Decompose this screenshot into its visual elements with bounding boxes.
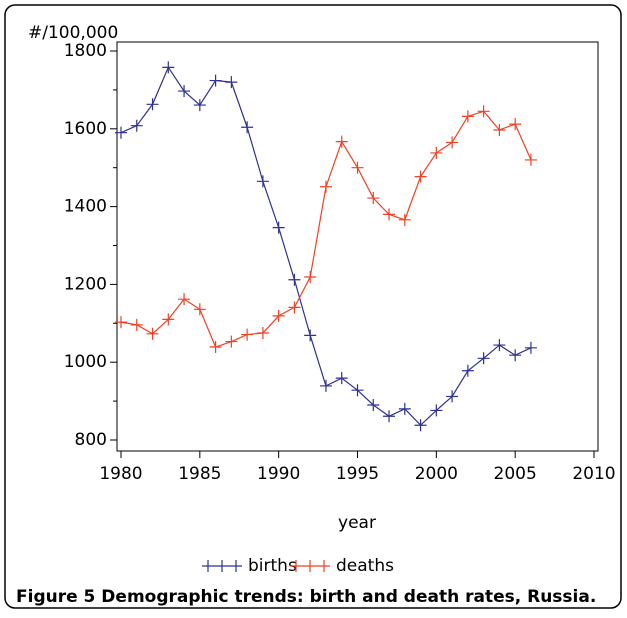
- marker: [146, 98, 159, 111]
- marker: [162, 61, 175, 74]
- marker: [272, 309, 285, 322]
- figure-border: [4, 4, 622, 609]
- marker: [414, 170, 427, 183]
- marker: [241, 328, 254, 341]
- x-tick-label: 2010: [572, 464, 615, 484]
- marker: [319, 180, 332, 193]
- x-tick-label: 2000: [415, 464, 458, 484]
- series-line: [120, 66, 532, 427]
- legend-symbol: [202, 560, 242, 572]
- marker: [351, 384, 364, 397]
- x-tick-label: 2005: [494, 464, 537, 484]
- marker: [493, 339, 506, 352]
- marker: [115, 316, 127, 329]
- y-axis-label: #/100,000: [28, 23, 118, 43]
- marker: [256, 327, 269, 340]
- marker: [524, 153, 537, 166]
- marker: [383, 410, 396, 423]
- marker: [146, 327, 159, 340]
- marker: [193, 99, 206, 112]
- marker: [225, 335, 238, 348]
- caption-text: Demographic trends: birth and death rate…: [101, 587, 596, 607]
- marker: [383, 208, 396, 221]
- marker: [430, 146, 443, 159]
- marker: [335, 135, 348, 148]
- marker: [477, 105, 490, 118]
- legend-label: deaths: [336, 556, 394, 576]
- marker: [351, 161, 364, 174]
- marker: [209, 341, 222, 354]
- marker: [509, 118, 522, 131]
- marker: [446, 136, 459, 149]
- marker: [319, 379, 332, 392]
- marker: [178, 293, 191, 306]
- marker: [414, 419, 427, 432]
- series-line: [120, 110, 532, 348]
- marker: [524, 341, 537, 354]
- y-tick-label: 1000: [64, 352, 107, 372]
- y-tick-label: 1800: [64, 41, 107, 61]
- marker: [430, 404, 443, 417]
- marker: [446, 390, 459, 403]
- marker: [304, 271, 317, 284]
- marker: [115, 126, 127, 139]
- marker: [288, 273, 301, 286]
- marker: [398, 402, 411, 415]
- marker: [241, 121, 254, 134]
- marker: [209, 74, 222, 87]
- marker: [461, 364, 474, 377]
- y-tick-label: 1400: [64, 197, 107, 217]
- marker: [509, 349, 522, 362]
- marker: [130, 318, 143, 331]
- marker: [130, 119, 143, 132]
- marker: [272, 221, 285, 234]
- marker: [225, 76, 238, 89]
- legend-label: births: [248, 556, 297, 576]
- caption: Figure 5 Demographic trends: birth and d…: [16, 587, 596, 607]
- y-tick-label: 800: [75, 430, 107, 450]
- marker: [304, 329, 317, 342]
- y-tick-label: 1200: [64, 274, 107, 294]
- marker: [477, 352, 490, 365]
- marker: [256, 175, 269, 188]
- marker: [367, 192, 380, 205]
- marker: [162, 313, 175, 326]
- y-tick-label: 1600: [64, 119, 107, 139]
- x-tick-label: 1995: [336, 464, 379, 484]
- marker: [335, 372, 348, 385]
- marker: [493, 123, 506, 136]
- marker: [461, 110, 474, 123]
- marker: [193, 303, 206, 316]
- x-axis-label: year: [338, 513, 376, 533]
- marker: [288, 301, 301, 314]
- legend-symbol: [290, 560, 330, 572]
- caption-label: Figure 5: [16, 587, 95, 607]
- marker: [178, 85, 191, 98]
- x-tick-label: 1980: [99, 464, 142, 484]
- marker: [398, 213, 411, 226]
- marker: [367, 398, 380, 411]
- x-tick-label: 1985: [178, 464, 221, 484]
- x-tick-label: 1990: [257, 464, 300, 484]
